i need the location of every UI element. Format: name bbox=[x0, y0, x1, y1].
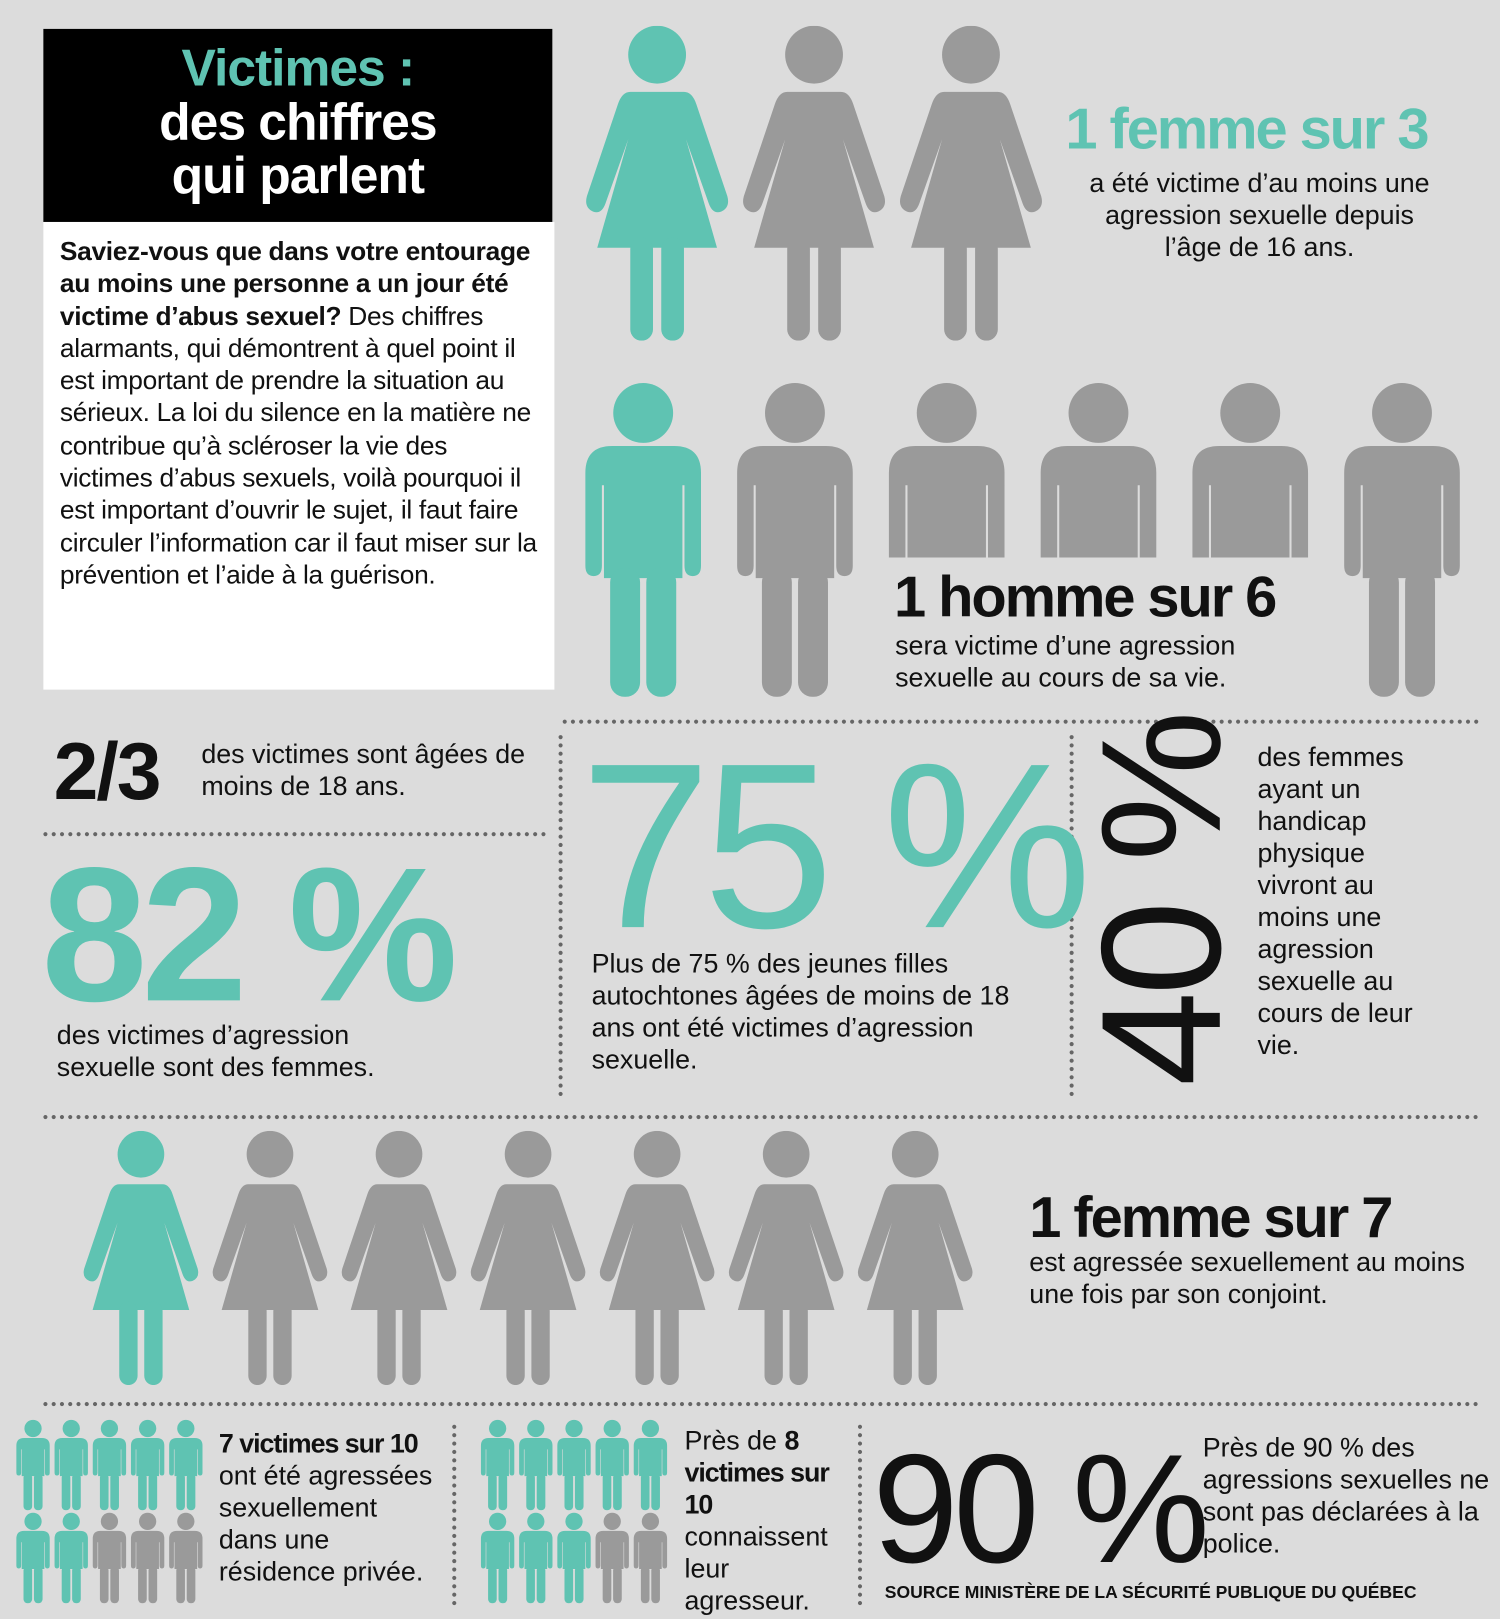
forty-percent-value: 40 % bbox=[1065, 714, 1256, 1087]
eight-of-ten-pre: Près de bbox=[684, 1424, 785, 1456]
men-1-of-6-headline: 1 homme sur 6 bbox=[894, 563, 1277, 629]
person-icon bbox=[130, 1512, 165, 1603]
divider bbox=[43, 1401, 1480, 1407]
woman-icon bbox=[583, 26, 731, 341]
person-icon bbox=[518, 1512, 553, 1603]
source-credit: SOURCE MINISTÈRE DE LA SÉCURITÉ PUBLIQUE… bbox=[884, 1582, 1417, 1603]
woman-icon bbox=[897, 26, 1045, 341]
woman-icon bbox=[599, 1130, 716, 1385]
woman-icon bbox=[470, 1130, 587, 1385]
person-icon bbox=[556, 1512, 591, 1603]
person-icon bbox=[480, 1512, 515, 1603]
person-icon bbox=[595, 1512, 630, 1603]
title-box: Victimes : des chiffres qui parlent bbox=[43, 28, 553, 222]
person-icon bbox=[92, 1420, 127, 1511]
women-1-of-7-headline: 1 femme sur 7 bbox=[1029, 1184, 1393, 1250]
person-icon bbox=[15, 1512, 50, 1603]
person-icon bbox=[595, 1420, 630, 1511]
seventy-five-percent-value: 75 % bbox=[580, 715, 1092, 978]
person-icon bbox=[92, 1512, 127, 1603]
forty-percent-text: des femmes ayant un handicap physique vi… bbox=[1257, 741, 1413, 1061]
eighty-two-percent-text: des victimes d’agression sexuelle sont d… bbox=[56, 1018, 375, 1082]
divider bbox=[857, 1424, 863, 1606]
men-text-panel bbox=[883, 557, 1318, 703]
eight-of-ten-icons bbox=[480, 1420, 671, 1606]
person-icon bbox=[130, 1420, 165, 1511]
divider bbox=[1069, 735, 1074, 1097]
title-line-1: Victimes : bbox=[181, 39, 416, 98]
two-thirds-value: 2/3 bbox=[53, 725, 162, 817]
woman-icon bbox=[857, 1130, 974, 1385]
eighty-two-percent-value: 82 % bbox=[41, 829, 458, 1042]
women-1-of-7-icons bbox=[83, 1130, 976, 1385]
divider bbox=[562, 719, 1480, 724]
women-1-of-7-text: est agressée sexuellement au moins une f… bbox=[1029, 1246, 1465, 1310]
divider bbox=[43, 1114, 1480, 1120]
intro-text: Saviez-vous que dans votre entourage au … bbox=[43, 221, 555, 690]
person-icon bbox=[54, 1420, 89, 1511]
title-line-3: qui parlent bbox=[171, 146, 426, 205]
eight-of-ten-text: Près de 8 victimes sur 10 connaissent le… bbox=[684, 1425, 854, 1617]
person-icon bbox=[168, 1512, 203, 1603]
person-icon bbox=[15, 1420, 50, 1511]
seven-of-ten-text: 7 victimes sur 10 ont été agressées sexu… bbox=[219, 1428, 441, 1588]
person-icon bbox=[633, 1512, 668, 1603]
seven-of-ten-body: ont été agressées sexuellement dans une … bbox=[218, 1459, 433, 1587]
women-1-of-3-text: a été victime d’au moins une agression s… bbox=[1089, 167, 1430, 263]
person-icon bbox=[583, 382, 703, 697]
intro-bold: Saviez-vous que dans votre entourage au … bbox=[59, 237, 531, 331]
women-1-of-3-icons bbox=[583, 26, 1048, 341]
intro-body: Des chiffres alarmants, qui démontrent à… bbox=[59, 302, 537, 590]
divider bbox=[558, 735, 563, 1097]
person-icon bbox=[1342, 382, 1462, 697]
person-icon bbox=[54, 1512, 89, 1603]
ninety-percent-text: Près de 90 % des agressions sexuelles ne… bbox=[1202, 1431, 1490, 1559]
woman-icon bbox=[83, 1130, 200, 1385]
person-icon bbox=[518, 1420, 553, 1511]
seventy-five-percent-text: Plus de 75 % des jeunes filles autochton… bbox=[591, 947, 1010, 1075]
two-thirds-text: des victimes sont âgées de moins de 18 a… bbox=[201, 738, 526, 802]
woman-icon bbox=[212, 1130, 329, 1385]
person-icon bbox=[633, 1420, 668, 1511]
men-1-of-6-text: sera victime d’une agression sexuelle au… bbox=[895, 629, 1236, 693]
eight-of-ten-body: connaissent leur agresseur. bbox=[684, 1520, 828, 1616]
women-1-of-3-headline: 1 femme sur 3 bbox=[1065, 96, 1429, 162]
title-line-2: des chiffres bbox=[159, 92, 437, 151]
ninety-percent-value: 90 % bbox=[872, 1421, 1209, 1596]
seven-of-ten-icons bbox=[15, 1420, 206, 1606]
eight-of-ten-bold: 8 victimes sur 10 bbox=[684, 1424, 829, 1520]
person-icon bbox=[556, 1420, 591, 1511]
woman-icon bbox=[341, 1130, 458, 1385]
woman-icon bbox=[728, 1130, 845, 1385]
seven-of-ten-bold: 7 victimes sur 10 bbox=[218, 1427, 419, 1459]
divider bbox=[452, 1424, 457, 1606]
woman-icon bbox=[740, 26, 888, 341]
person-icon bbox=[735, 382, 855, 697]
person-icon bbox=[168, 1420, 203, 1511]
person-icon bbox=[480, 1420, 515, 1511]
divider bbox=[43, 832, 547, 837]
